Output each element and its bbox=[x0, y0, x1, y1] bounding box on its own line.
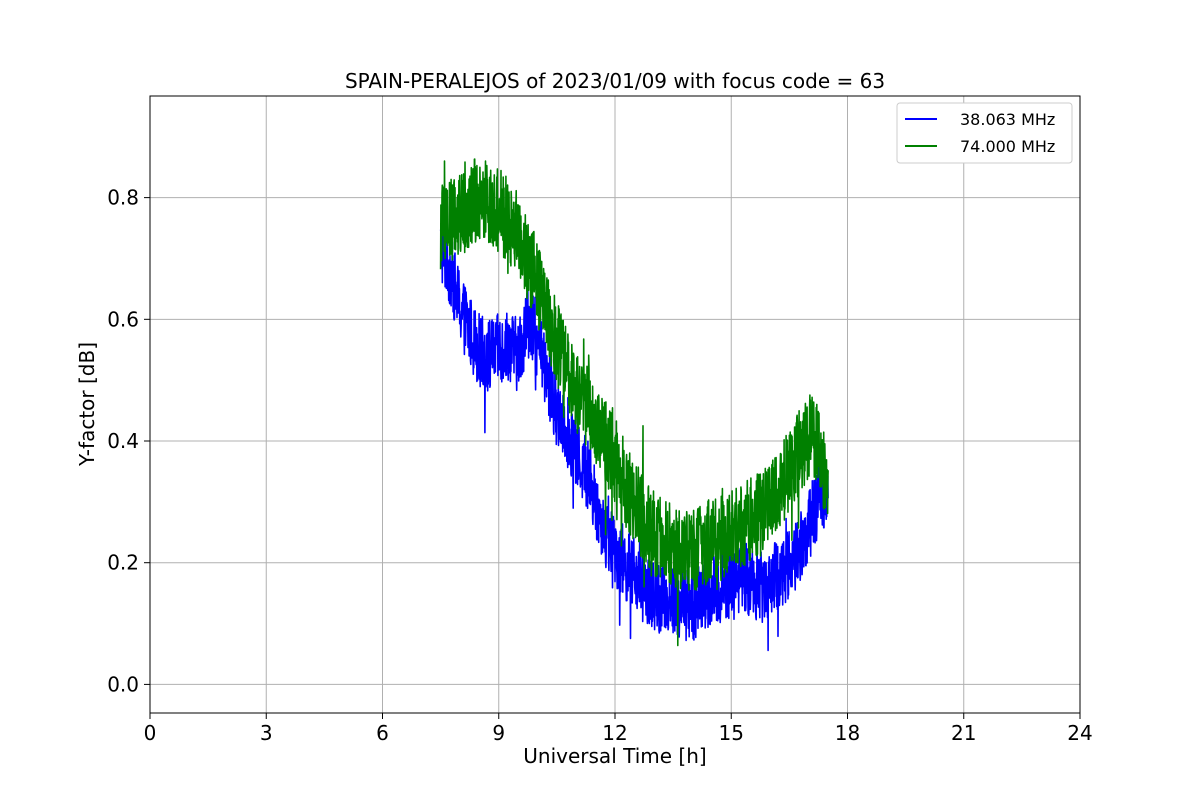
y-tick-label: 0.0 bbox=[107, 672, 139, 696]
x-tick-label: 21 bbox=[951, 721, 976, 745]
chart-title: SPAIN-PERALEJOS of 2023/01/09 with focus… bbox=[345, 69, 885, 93]
axis-ticks: 0 3 6 9 12 15 18 21 24 0.0 0.2 0.4 0.6 0.8 bbox=[107, 186, 1093, 745]
y-tick-label: 0.8 bbox=[107, 186, 139, 210]
x-tick-label: 0 bbox=[144, 721, 157, 745]
y-tick-label: 0.6 bbox=[107, 307, 139, 331]
series-lines bbox=[439, 158, 829, 652]
x-tick-label: 3 bbox=[260, 721, 273, 745]
x-tick-label: 9 bbox=[492, 721, 505, 745]
legend-box bbox=[896, 102, 1073, 164]
x-tick-label: 24 bbox=[1067, 721, 1092, 745]
legend: 38.063 MHz 74.000 MHz bbox=[896, 102, 1073, 164]
x-tick-label: 18 bbox=[835, 721, 860, 745]
y-tick-label: 0.4 bbox=[107, 429, 139, 453]
y-axis-label: Y-factor [dB] bbox=[75, 342, 99, 467]
series-line-2 bbox=[439, 158, 829, 647]
x-tick-label: 15 bbox=[719, 721, 744, 745]
y-tick-label: 0.2 bbox=[107, 551, 139, 575]
legend-label-series-2: 74.000 MHz bbox=[960, 137, 1055, 156]
x-tick-label: 6 bbox=[376, 721, 389, 745]
x-axis-label: Universal Time [h] bbox=[523, 744, 706, 768]
legend-label-series-1: 38.063 MHz bbox=[960, 110, 1055, 129]
x-tick-label: 12 bbox=[602, 721, 627, 745]
series-line-1 bbox=[439, 224, 829, 652]
